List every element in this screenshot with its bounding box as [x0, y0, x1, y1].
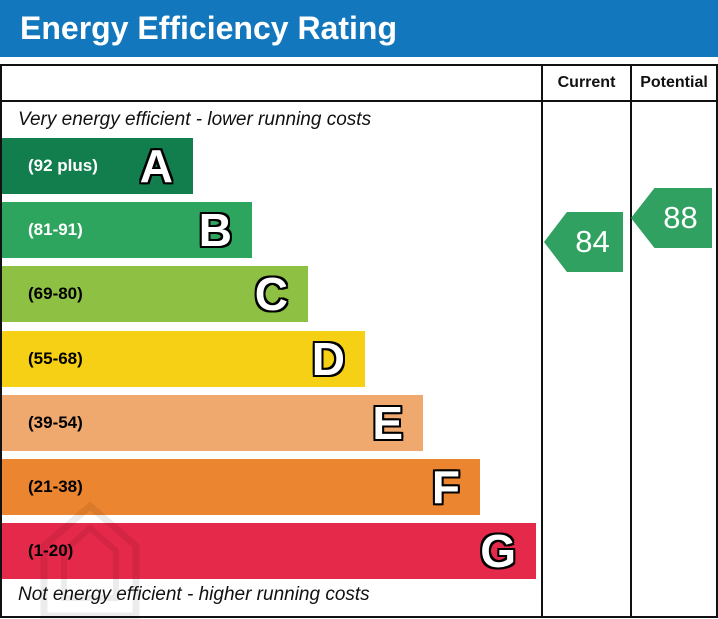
column-divider-potential: [630, 66, 632, 616]
page-title: Energy Efficiency Rating: [20, 10, 397, 46]
band-d: (55-68) D: [2, 331, 365, 387]
band-g-letter: G: [480, 525, 516, 577]
band-e: (39-54) E: [2, 395, 423, 451]
band-g: (1-20) G: [2, 523, 536, 579]
band-c-letter: C: [254, 268, 288, 320]
potential-column-header: Potential: [640, 74, 708, 91]
potential-rating-value: 88: [663, 200, 698, 235]
band-b-letter: B: [198, 204, 232, 256]
band-d-letter: D: [311, 333, 345, 385]
bottom-note: Not energy efficient - higher running co…: [18, 584, 370, 605]
band-a: (92 plus) A: [2, 138, 193, 194]
band-e-letter: E: [372, 397, 403, 449]
band-g-range-label: (1-20): [28, 541, 74, 560]
band-b-range-label: (81-91): [28, 220, 83, 239]
potential-rating-arrow: 88: [631, 188, 712, 248]
current-rating-arrow: 84: [544, 212, 623, 272]
band-e-range-label: (39-54): [28, 413, 83, 432]
current-rating-value: 84: [575, 224, 610, 259]
rating-table: Current Potential Very energy efficient …: [0, 64, 718, 619]
band-b: (81-91) B: [2, 202, 252, 258]
title-bar: Energy Efficiency Rating: [0, 0, 718, 57]
top-note: Very energy efficient - lower running co…: [18, 109, 372, 130]
header-divider: [2, 100, 716, 102]
band-a-letter: A: [139, 140, 173, 192]
band-f-letter: F: [431, 461, 460, 513]
current-column-header: Current: [557, 74, 616, 91]
watermark-house-icon: [40, 502, 140, 619]
band-f: (21-38) F: [2, 459, 480, 515]
band-d-range-label: (55-68): [28, 349, 83, 368]
band-f-range-label: (21-38): [28, 477, 83, 496]
band-c: (69-80) C: [2, 266, 308, 322]
column-divider-current: [541, 66, 543, 616]
band-c-range-label: (69-80): [28, 284, 83, 303]
band-a-range-label: (92 plus): [28, 156, 98, 175]
